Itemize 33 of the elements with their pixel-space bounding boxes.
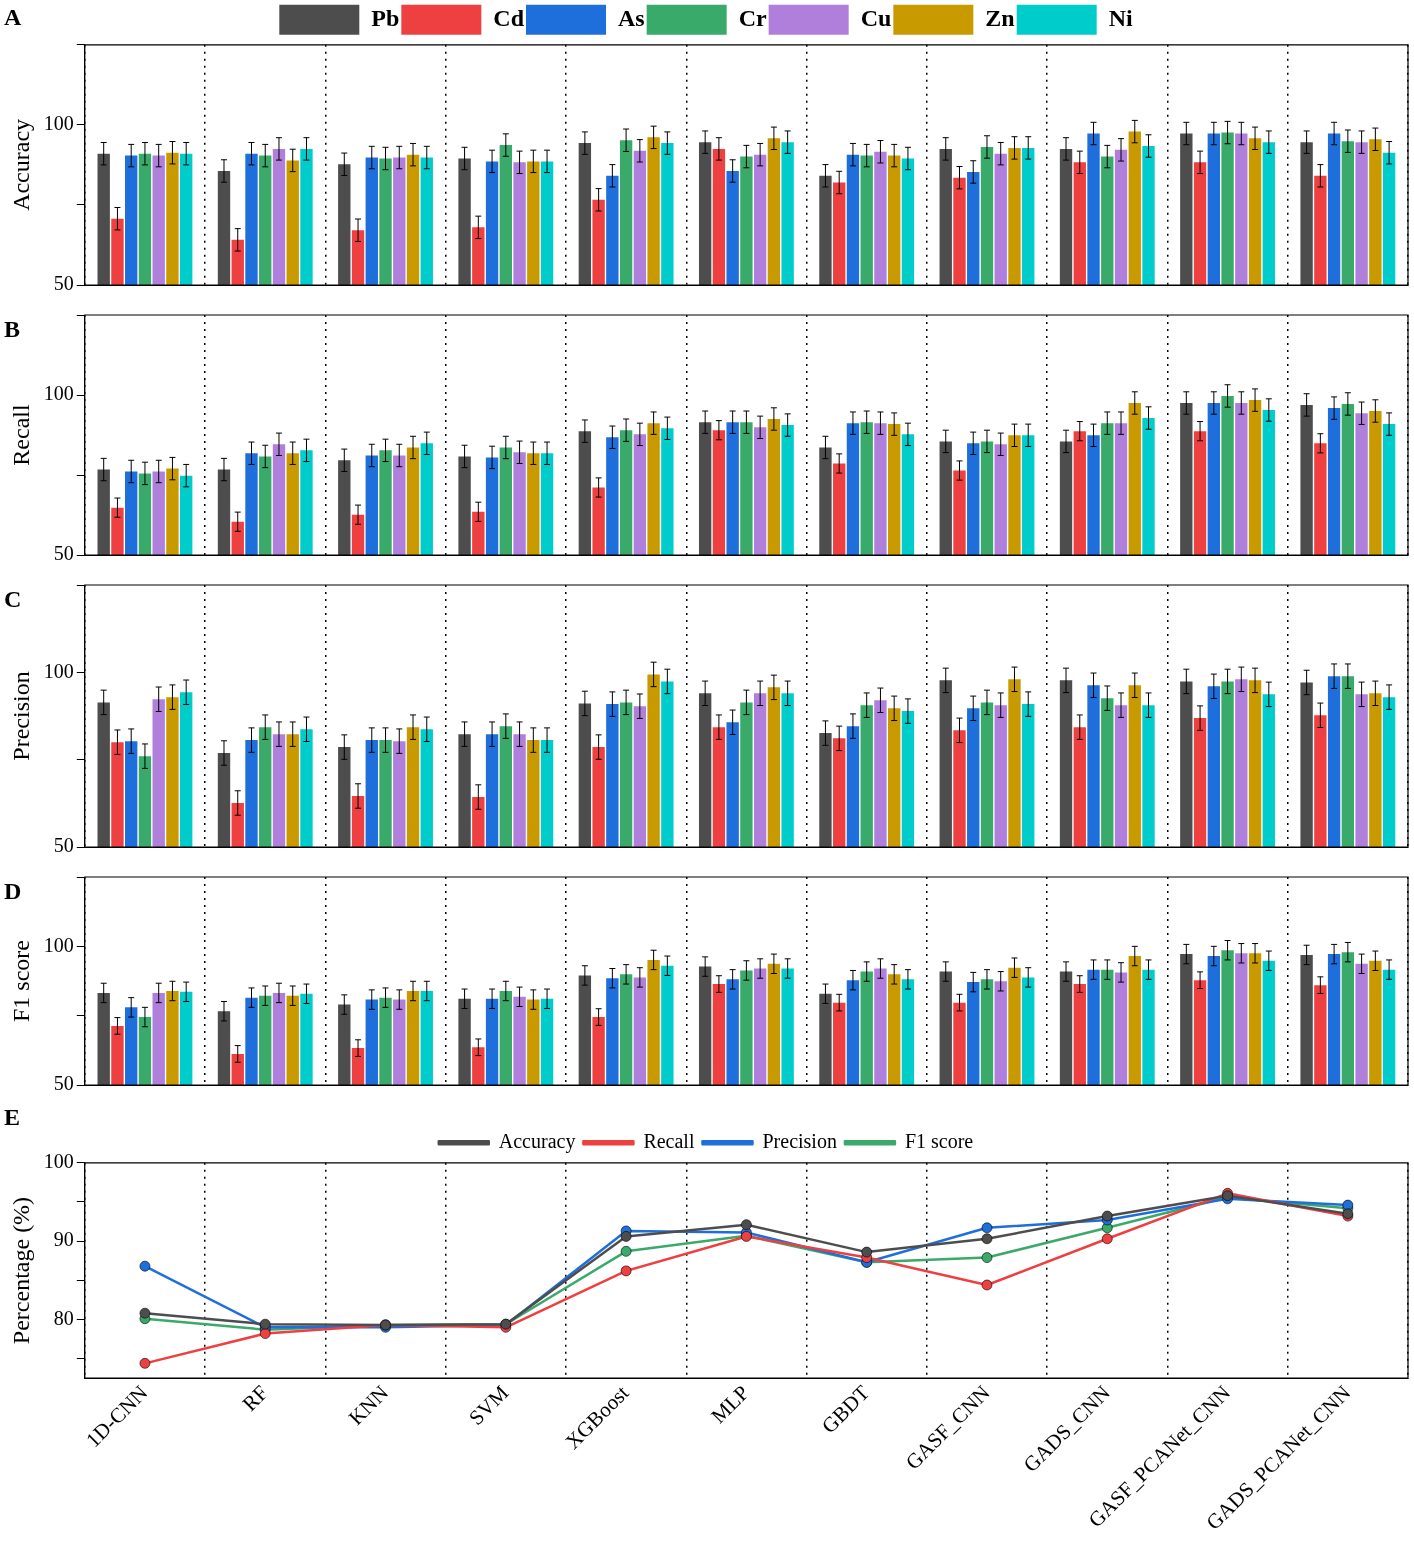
y-axis-title: F1 score [7,940,34,1022]
y-axis-title: Accuracy [7,118,34,211]
legend-label: Pb [371,5,400,31]
x-tick-label: RF [237,1380,273,1416]
legend-label: Ni [1108,5,1134,31]
legend-label: Cr [738,5,767,31]
chart-title: C [4,585,22,612]
legend-label: As [618,5,645,31]
y-tick-label: 100 [43,112,74,135]
legend-label: Cd [493,5,525,31]
y-tick-label: 50 [53,272,74,295]
y-tick-label: 90 [53,1228,74,1251]
y-tick-label: 50 [53,542,74,565]
legend-label: Precision [762,1130,837,1153]
y-axis-title: Precision [7,671,34,761]
legend-label: Recall [643,1130,695,1153]
chart-title: B [4,315,21,342]
legend-label: Zn [985,5,1015,31]
legend-label: Cu [860,5,892,31]
y-tick-label: 100 [43,933,74,956]
chart-title: A [4,3,22,30]
y-tick-label: 50 [53,834,74,857]
y-tick-label: 100 [43,659,74,682]
y-tick-label: 80 [53,1306,74,1329]
legend-label: F1 score [904,1130,974,1153]
legend-label: Accuracy [498,1130,576,1154]
chart-title: D [4,877,22,904]
y-axis-title: Recall [7,404,34,466]
chart-title: E [4,1103,21,1130]
y-tick-label: 100 [43,1150,74,1173]
y-axis-title: Percentage (%) [7,1196,34,1345]
y-tick-label: 50 [53,1072,74,1095]
y-tick-label: 100 [43,382,74,405]
